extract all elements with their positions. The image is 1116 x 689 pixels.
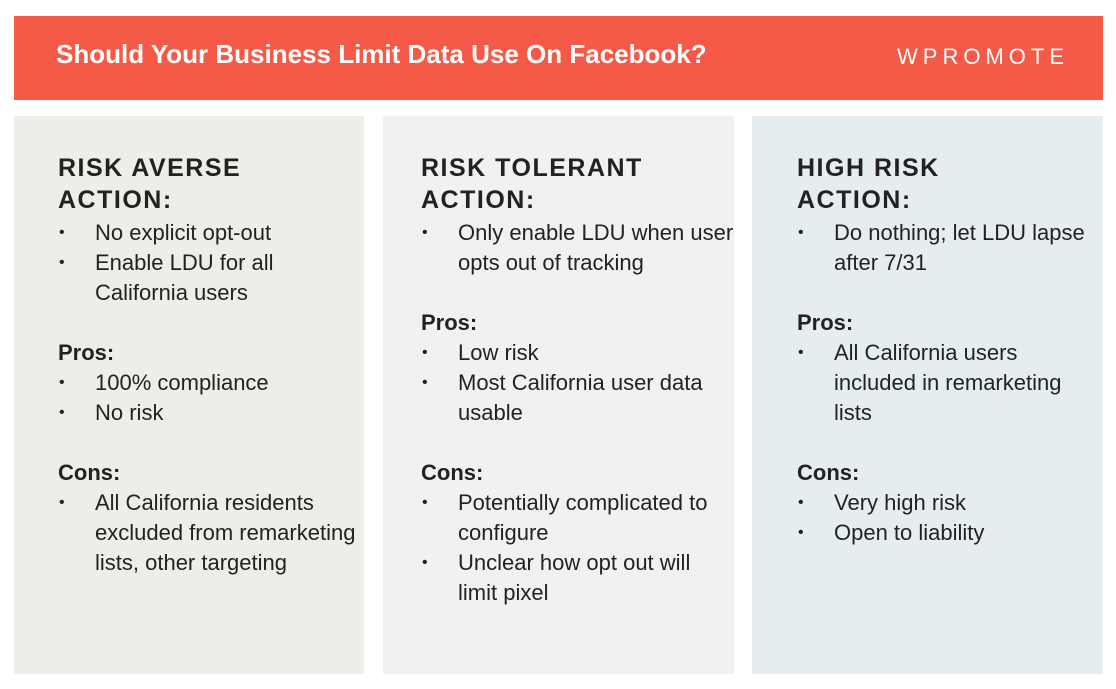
- column-title: RISK TOLERANT ACTION:: [421, 152, 734, 216]
- column-title-line: HIGH RISK: [797, 154, 940, 182]
- cons-list: Very high risk Open to liability: [797, 488, 1103, 548]
- list-item: No risk: [58, 398, 364, 428]
- column-title-line: RISK TOLERANT: [421, 154, 643, 182]
- list-item: Unclear how opt out will limit pixel: [421, 548, 734, 608]
- list-item: All California users included in remarke…: [797, 338, 1103, 428]
- pros-list: Low risk Most California user data usabl…: [421, 338, 734, 428]
- pros-list: All California users included in remarke…: [797, 338, 1103, 428]
- column-high-risk: HIGH RISK ACTION: Do nothing; let LDU la…: [752, 116, 1103, 674]
- action-list: Do nothing; let LDU lapse after 7/31: [797, 218, 1103, 278]
- list-item: All California residents excluded from r…: [58, 488, 364, 578]
- list-item: 100% compliance: [58, 368, 364, 398]
- list-item: Only enable LDU when user opts out of tr…: [421, 218, 734, 278]
- list-item: No explicit opt-out: [58, 218, 364, 248]
- column-risk-averse: RISK AVERSE ACTION: No explicit opt-out …: [14, 116, 364, 674]
- pros-label: Pros:: [797, 310, 854, 335]
- cons-list: All California residents excluded from r…: [58, 488, 364, 578]
- action-list: Only enable LDU when user opts out of tr…: [421, 218, 734, 278]
- column-risk-tolerant: RISK TOLERANT ACTION: Only enable LDU wh…: [383, 116, 734, 674]
- list-item: Most California user data usable: [421, 368, 734, 428]
- cons-label: Cons:: [797, 460, 860, 485]
- list-item: Low risk: [421, 338, 734, 368]
- pros-label: Pros:: [421, 310, 478, 335]
- brand-logo: WPROMOTE: [897, 44, 1069, 69]
- list-item: Open to liability: [797, 518, 1103, 548]
- column-title-line: RISK AVERSE: [58, 154, 242, 182]
- column-title-line: ACTION:: [797, 186, 912, 214]
- column-title: HIGH RISK ACTION:: [797, 152, 1103, 216]
- column-title: RISK AVERSE ACTION:: [58, 152, 364, 216]
- page-title: Should Your Business Limit Data Use On F…: [56, 39, 707, 69]
- header-banner: Should Your Business Limit Data Use On F…: [14, 16, 1103, 100]
- action-list: No explicit opt-out Enable LDU for all C…: [58, 218, 364, 308]
- pros-label: Pros:: [58, 340, 115, 365]
- column-title-line: ACTION:: [58, 186, 173, 214]
- cons-label: Cons:: [58, 460, 121, 485]
- list-item: Enable LDU for all California users: [58, 248, 364, 308]
- list-item: Very high risk: [797, 488, 1103, 518]
- cons-label: Cons:: [421, 460, 484, 485]
- column-title-line: ACTION:: [421, 186, 536, 214]
- pros-list: 100% compliance No risk: [58, 368, 364, 428]
- list-item: Do nothing; let LDU lapse after 7/31: [797, 218, 1103, 278]
- list-item: Potentially complicated to configure: [421, 488, 734, 548]
- cons-list: Potentially complicated to configure Unc…: [421, 488, 734, 608]
